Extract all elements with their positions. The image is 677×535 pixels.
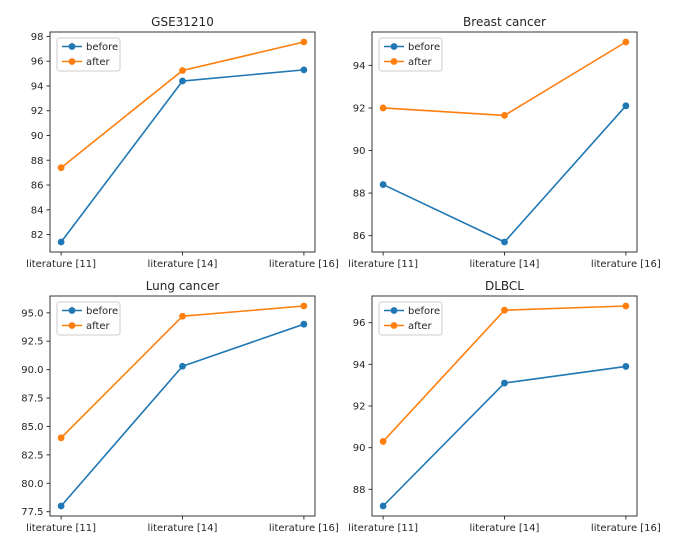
y-tick-label: 77.5 <box>21 507 43 518</box>
subplot-breast-cancer: Breast cancer 86 88 90 92 94 literature [11] li… <box>348 15 661 270</box>
y-tick-label: 94 <box>353 61 366 72</box>
subplot-title: Breast cancer <box>463 15 546 29</box>
x-tick-label: literature [16] <box>269 259 339 270</box>
y-tick-label: 90 <box>353 146 366 157</box>
y-tick-label: 90 <box>31 131 44 142</box>
x-tick-label: literature [14] <box>470 259 540 270</box>
y-tick-label: 86 <box>353 231 366 242</box>
y-tick-label: 90 <box>353 443 366 454</box>
y-tick-label: 85.0 <box>21 422 43 433</box>
legend-sample-marker <box>68 307 76 314</box>
data-point-before <box>179 362 186 370</box>
data-point-before <box>501 379 508 387</box>
legend-label: before <box>408 306 440 317</box>
subplot-gse31210: GSE31210 82 84 86 88 90 92 94 96 98 literature [11… <box>26 15 339 270</box>
data-point-before <box>300 320 308 328</box>
y-tick-label: 92 <box>31 106 44 117</box>
data-point-after <box>622 38 630 46</box>
y-tick-label: 87.5 <box>21 394 43 405</box>
subplot-lung-cancer: Lung cancer 77.5 80.0 82.5 85.0 87.5 90.0 92.5 9… <box>21 279 339 534</box>
y-tick-label: 88 <box>353 189 366 200</box>
y-tick-label: 84 <box>31 205 44 216</box>
legend-sample-marker <box>68 43 76 50</box>
data-point-before <box>622 363 630 370</box>
y-tick-label: 88 <box>31 156 44 167</box>
data-point-after <box>179 67 186 74</box>
y-tick-label: 90.0 <box>21 365 43 376</box>
series-line-before <box>60 323 305 507</box>
legend-sample-marker <box>390 322 398 329</box>
data-point-before <box>622 102 630 110</box>
x-tick-label: literature [14] <box>148 523 218 534</box>
y-tick-label: 96 <box>353 318 366 329</box>
y-tick-label: 95.0 <box>21 308 43 319</box>
subplot-title: DLBCL <box>485 279 524 293</box>
legend-sample-marker <box>390 58 398 65</box>
legend-sample-marker <box>390 43 398 50</box>
legend-label: before <box>86 306 118 317</box>
legend-sample-marker <box>68 322 76 329</box>
y-tick-label: 92 <box>353 402 366 413</box>
legend-sample-marker <box>68 58 76 65</box>
y-tick-label: 92.5 <box>21 337 43 348</box>
data-point-before <box>179 77 186 85</box>
y-tick-label: 94 <box>353 360 366 371</box>
legend-label: before <box>86 42 118 53</box>
data-point-after <box>57 164 65 172</box>
series-line-before <box>382 105 627 243</box>
data-point-after <box>379 104 387 112</box>
y-tick-label: 88 <box>353 485 366 496</box>
legend-label: after <box>86 57 111 68</box>
y-tick-label: 94 <box>31 81 44 92</box>
legend-label: before <box>408 42 440 53</box>
y-tick-label: 82.5 <box>21 450 43 461</box>
y-tick-label: 80.0 <box>21 479 43 490</box>
x-tick-label: literature [11] <box>26 259 96 270</box>
data-point-after <box>57 434 65 442</box>
data-point-before <box>57 502 65 510</box>
subplot-dlbcl: DLBCL 88 90 92 94 96 literature [11] literature… <box>348 279 661 534</box>
legend-label: after <box>408 321 433 332</box>
data-point-before <box>379 181 387 188</box>
subplot-title: GSE31210 <box>151 15 214 29</box>
data-point-before <box>501 238 508 246</box>
x-tick-label: literature [14] <box>148 259 218 270</box>
x-tick-label: literature [14] <box>470 523 540 534</box>
data-point-before <box>300 66 308 74</box>
legend-label: after <box>86 321 111 332</box>
x-tick-label: literature [11] <box>26 523 96 534</box>
data-point-before <box>57 238 65 246</box>
data-point-after <box>501 112 508 119</box>
x-tick-label: literature [16] <box>591 259 661 270</box>
data-point-after <box>379 438 387 445</box>
data-point-before <box>379 502 387 510</box>
y-tick-label: 96 <box>31 57 44 68</box>
y-tick-label: 82 <box>31 230 44 241</box>
x-tick-label: literature [16] <box>591 523 661 534</box>
series-line-before <box>382 365 627 507</box>
subplot-title: Lung cancer <box>146 279 220 293</box>
x-tick-label: literature [11] <box>348 523 418 534</box>
data-point-after <box>300 302 308 310</box>
y-tick-label: 92 <box>353 103 366 114</box>
data-point-after <box>622 302 630 310</box>
data-point-after <box>179 312 186 320</box>
data-point-after <box>501 306 508 314</box>
y-tick-label: 86 <box>31 181 44 192</box>
x-tick-label: literature [11] <box>348 259 418 270</box>
x-tick-label: literature [16] <box>269 523 339 534</box>
legend-sample-marker <box>390 307 398 314</box>
data-point-after <box>300 38 308 46</box>
y-tick-label: 98 <box>31 32 44 43</box>
legend-label: after <box>408 57 433 68</box>
series-line-before <box>60 69 305 243</box>
